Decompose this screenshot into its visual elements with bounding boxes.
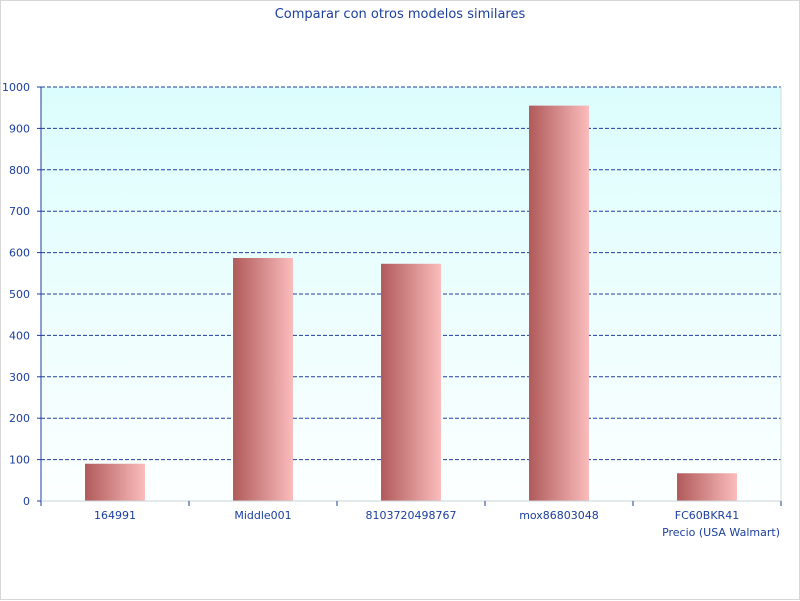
y-tick-label: 300 xyxy=(9,371,30,384)
x-tick-label: 8103720498767 xyxy=(366,509,457,522)
y-tick-label: 900 xyxy=(9,122,30,135)
x-tick-label: mox86803048 xyxy=(519,509,599,522)
y-tick-label: 100 xyxy=(9,454,30,467)
y-tick-label: 600 xyxy=(9,247,30,260)
bar-164991 xyxy=(85,463,145,501)
bar-Middle001 xyxy=(233,257,293,501)
x-tick-label: 164991 xyxy=(94,509,136,522)
y-tick-label: 400 xyxy=(9,329,30,342)
y-axis-ticks: 0 100 200 300 400 500 600 700 800 900 1000 xyxy=(2,81,41,508)
y-tick-label: 700 xyxy=(9,205,30,218)
bar-mox86803048 xyxy=(529,105,589,501)
y-tick-label: 500 xyxy=(9,288,30,301)
x-axis-ticks xyxy=(40,501,782,506)
bar-8103720498767 xyxy=(381,263,441,501)
y-tick-label: 200 xyxy=(9,412,30,425)
x-tick-label: FC60BKR41 xyxy=(675,509,739,522)
bar-FC60BKR41 xyxy=(677,473,737,501)
y-tick-label: 800 xyxy=(9,164,30,177)
chart-title: Comparar con otros modelos similares xyxy=(275,7,526,22)
x-tick-label: Middle001 xyxy=(234,509,291,522)
x-axis-tick-labels: 164991 Middle001 8103720498767 mox86803048 F… xyxy=(94,509,739,522)
y-tick-label: 0 xyxy=(23,495,30,508)
x-axis-title: Precio (USA Walmart) xyxy=(662,526,780,539)
y-tick-label: 1000 xyxy=(2,81,30,94)
bars xyxy=(85,105,737,501)
